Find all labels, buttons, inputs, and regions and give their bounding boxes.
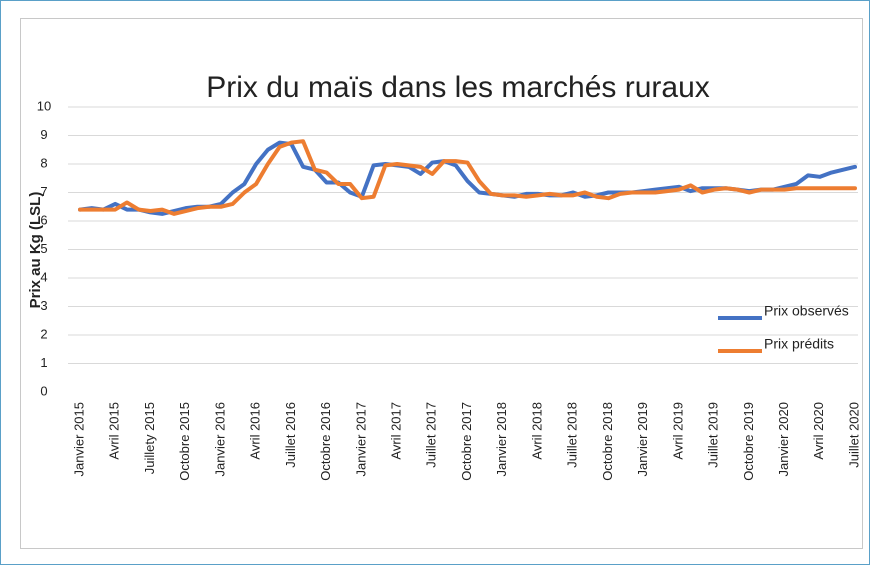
- y-tick-label: 6: [40, 212, 47, 227]
- x-tick-label: Janvier 2015: [71, 402, 86, 476]
- x-tick-label: Octobre 2015: [177, 402, 192, 481]
- y-tick-label: 10: [37, 98, 51, 113]
- y-tick-label: 5: [40, 241, 47, 256]
- x-tick-label: Avril 2017: [388, 402, 403, 460]
- x-tick-label: Avril 2019: [670, 402, 685, 460]
- x-tick-label: Juillet 2017: [424, 402, 439, 468]
- y-tick-label: 7: [40, 184, 47, 199]
- y-tick-label: 0: [40, 383, 47, 398]
- x-tick-label: Janvier 2020: [776, 402, 791, 476]
- y-tick-label: 3: [40, 298, 47, 313]
- y-tick-label: 1: [40, 355, 47, 370]
- y-axis-title: Prix au Kg (LSL): [27, 192, 44, 309]
- x-tick-label: Avril 2018: [529, 402, 544, 460]
- x-tick-label: Janvier 2016: [212, 402, 227, 476]
- x-tick-label: Juillety 2015: [142, 402, 157, 474]
- x-tick-label: Octobre 2016: [318, 402, 333, 481]
- x-tick-label: Avril 2015: [107, 402, 122, 460]
- x-tick-label: Avril 2016: [248, 402, 263, 460]
- x-tick-label: Octobre 2019: [741, 402, 756, 481]
- series-line: [78, 139, 857, 216]
- legend-label: Prix prédits: [764, 336, 834, 352]
- legend-label: Prix observés: [764, 303, 849, 319]
- x-tick-label: Juillet 2020: [846, 402, 861, 468]
- x-tick-label: Janvier 2019: [635, 402, 650, 476]
- chart-title: Prix du maïs dans les marchés ruraux: [206, 71, 710, 104]
- y-tick-label: 9: [40, 127, 47, 142]
- y-tick-label: 2: [40, 326, 47, 341]
- x-tick-label: Octobre 2018: [600, 402, 615, 481]
- chart-border: [20, 18, 863, 549]
- x-tick-label: Avril 2020: [811, 402, 826, 460]
- x-tick-label: Juillet 2018: [565, 402, 580, 468]
- y-tick-label: 8: [40, 155, 47, 170]
- x-tick-label: Juillet 2016: [283, 402, 298, 468]
- y-tick-label: 4: [40, 269, 47, 284]
- x-tick-label: Janvier 2017: [353, 402, 368, 476]
- x-tick-label: Juillet 2019: [706, 402, 721, 468]
- x-tick-label: Janvier 2018: [494, 402, 509, 476]
- x-tick-label: Octobre 2017: [459, 402, 474, 481]
